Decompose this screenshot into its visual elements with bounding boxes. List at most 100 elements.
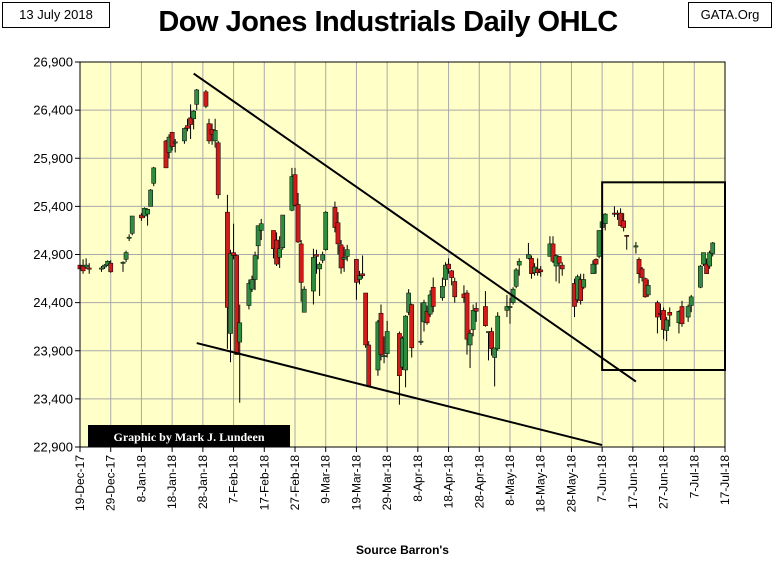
bar-body — [473, 308, 479, 312]
bar-body — [298, 243, 304, 283]
ohlc-bar — [483, 291, 488, 327]
bar-body — [258, 223, 264, 231]
ohlc-bar — [323, 211, 329, 251]
bar-body — [381, 355, 387, 358]
bar-body — [145, 209, 150, 215]
ohlc-bar — [639, 267, 645, 282]
ohlc-bar — [366, 341, 372, 387]
x-tick-label: 17-Jun-18 — [626, 455, 640, 509]
ohlc-bar — [489, 327, 494, 356]
bar-body — [357, 275, 362, 280]
ohlc-bar — [354, 259, 359, 300]
x-axis-label: Source Barron's — [356, 543, 449, 557]
bar-body — [126, 236, 132, 239]
bar-body — [252, 255, 258, 280]
x-tick-label: 29-Mar-18 — [380, 455, 394, 511]
bar-body — [188, 117, 193, 125]
ohlc-bar — [556, 256, 562, 284]
ohlc-bar — [258, 218, 264, 241]
bar-body — [590, 263, 596, 274]
bar-body — [452, 281, 458, 298]
ohlc-bar — [446, 258, 451, 274]
ohlc-bar — [169, 132, 175, 151]
bar-body — [636, 259, 642, 274]
bar-body — [120, 261, 126, 264]
bar-body — [317, 263, 322, 270]
bar-body — [231, 252, 236, 256]
ohlc-bar — [495, 312, 501, 351]
trendline — [196, 342, 603, 447]
ohlc-bar — [185, 118, 190, 132]
ohlc-bar — [559, 262, 565, 276]
ohlc-bar — [108, 260, 114, 273]
bar-body — [655, 302, 660, 318]
bar-body — [354, 259, 359, 283]
ohlc-bar — [704, 258, 709, 274]
ohlc-bar — [596, 230, 602, 259]
bar-body — [679, 306, 685, 325]
bar-body — [323, 211, 329, 250]
ohlc-bar — [255, 225, 261, 260]
bar-body — [172, 141, 178, 144]
ohlc-bar — [513, 267, 519, 289]
x-tick-label: 17-Feb-18 — [257, 455, 271, 511]
bar-body — [344, 249, 350, 257]
bar-body — [495, 315, 501, 350]
bar-body — [139, 214, 144, 219]
bar-body — [698, 265, 703, 288]
ohlc-bar — [271, 230, 276, 259]
ohlc-bar — [332, 201, 338, 233]
bar-body — [701, 252, 706, 265]
y-tick-label: 24,400 — [33, 295, 73, 310]
x-tick-label: 29-Dec-17 — [104, 455, 118, 511]
ohlc-bar — [148, 189, 153, 207]
bar-body — [277, 248, 282, 258]
bar-body — [492, 347, 497, 358]
bar-body — [301, 288, 307, 313]
bar-body — [513, 269, 519, 287]
trendline — [193, 72, 637, 383]
ohlc-bar — [473, 302, 479, 322]
ohlc-bar — [344, 244, 350, 262]
credit-box: Graphic by Mark J. Lundeen — [88, 425, 290, 447]
bar-body — [148, 189, 153, 207]
bar-body — [169, 132, 175, 147]
ohlc-bar — [172, 139, 178, 153]
x-tick-label: 27-Feb-18 — [288, 455, 302, 511]
x-tick-label: 27-Jun-18 — [657, 455, 671, 509]
ohlc-bar — [317, 262, 322, 296]
bar-body — [529, 258, 534, 275]
bar-body — [507, 306, 513, 308]
ohlc-bar — [234, 254, 239, 355]
bar-body — [320, 254, 325, 261]
bar-body — [123, 252, 129, 260]
ohlc-bar — [123, 250, 129, 263]
ohlc-bar — [710, 241, 716, 257]
ohlc-bar — [403, 315, 408, 388]
ohlc-bar — [440, 277, 445, 301]
bar-body — [667, 312, 673, 316]
bar-body — [446, 263, 451, 270]
bar-body — [581, 279, 587, 288]
ohlc-bar — [430, 277, 436, 313]
ohlc-bar — [129, 215, 135, 236]
source-label: GATA.Org — [688, 2, 772, 28]
x-tick-label: 19-Dec-17 — [73, 455, 87, 511]
ohlc-bar — [618, 208, 623, 227]
bar-body — [406, 292, 411, 313]
x-tick-label: 19-Mar-18 — [349, 455, 363, 511]
bar-body — [295, 204, 301, 243]
bar-body — [596, 230, 602, 257]
bar-body — [430, 286, 436, 307]
ohlc-bar — [667, 307, 673, 327]
bar-body — [185, 125, 190, 129]
ohlc-bar — [381, 336, 387, 364]
bar-body — [83, 264, 89, 268]
ohlc-bar — [357, 270, 362, 285]
bar-body — [234, 255, 239, 355]
bar-body — [314, 254, 319, 257]
y-tick-label: 23,400 — [33, 391, 73, 406]
ohlc-bar — [529, 255, 534, 279]
ohlc-bar — [645, 279, 651, 297]
